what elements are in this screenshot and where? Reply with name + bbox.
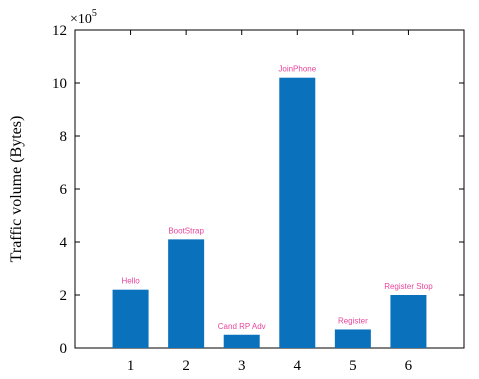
y-multiplier: ×105 <box>70 8 97 27</box>
bar-label: JoinPhone <box>278 65 316 74</box>
y-axis: 0 2 4 6 8 10 12 <box>52 23 464 357</box>
bars <box>112 77 427 348</box>
bar <box>112 289 149 348</box>
x-tick-label: 4 <box>294 358 302 374</box>
y-tick-label: 2 <box>60 288 68 304</box>
y-tick-label: 6 <box>60 182 68 198</box>
bar-labels: Hello BootStrap Cand RP Adv JoinPhone Regist… <box>121 65 433 331</box>
x-tick-label: 2 <box>182 358 190 374</box>
x-tick-label: 6 <box>405 358 413 374</box>
bar <box>390 295 427 348</box>
bar <box>168 239 205 348</box>
x-tick-label: 5 <box>349 358 357 374</box>
y-multiplier-exp: 5 <box>92 8 97 19</box>
y-tick-label: 4 <box>60 235 68 251</box>
y-tick-label: 12 <box>52 23 67 39</box>
bar-label: Register Stop <box>384 282 433 291</box>
y-axis-title: Traffic volume (Bytes) <box>8 116 25 263</box>
bar-label: Hello <box>121 277 140 286</box>
bar-label: Cand RP Adv <box>218 322 266 331</box>
bar-label: BootStrap <box>168 226 204 235</box>
bar <box>334 329 371 348</box>
y-tick-label: 0 <box>60 341 68 357</box>
y-multiplier-base: ×10 <box>70 12 92 27</box>
bar <box>279 77 316 348</box>
y-tick-label: 8 <box>60 129 68 145</box>
y-tick-label: 10 <box>52 76 67 92</box>
bar-label: Register <box>338 316 368 325</box>
x-tick-label: 1 <box>127 358 135 374</box>
x-tick-label: 3 <box>238 358 246 374</box>
bar <box>223 334 260 348</box>
